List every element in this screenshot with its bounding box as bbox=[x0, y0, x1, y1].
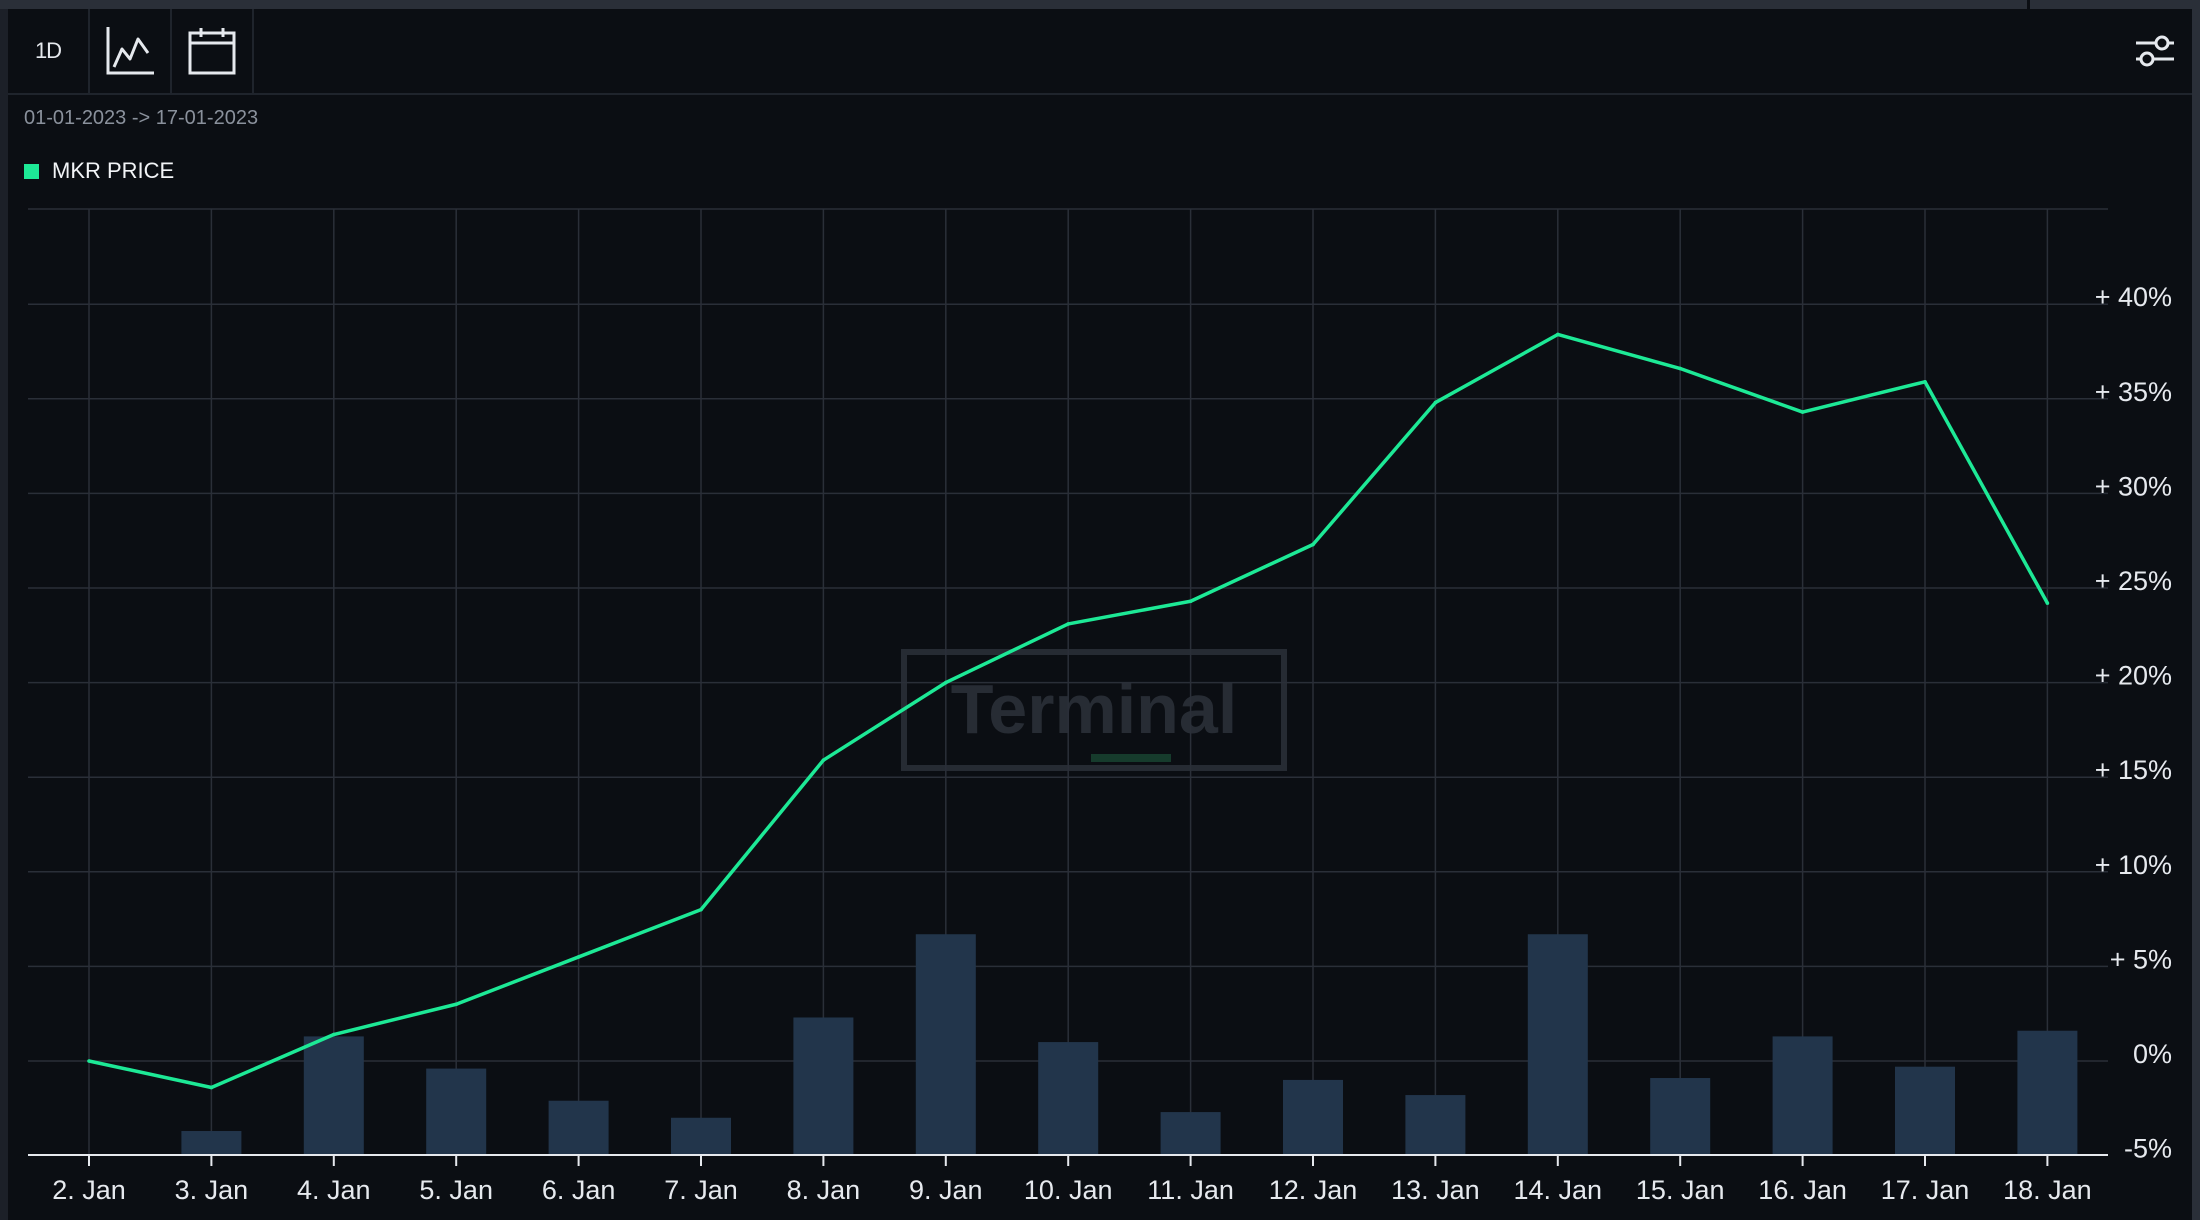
line-layer bbox=[87, 332, 2050, 1090]
line-point-8 bbox=[1066, 622, 1070, 626]
x-tick-label: 15. Jan bbox=[1636, 1175, 1725, 1205]
bar-4 bbox=[548, 1100, 609, 1156]
x-tick-label: 18. Jan bbox=[2003, 1175, 2092, 1205]
x-tick-label: 9. Jan bbox=[909, 1175, 983, 1205]
period-button[interactable]: 1D bbox=[8, 9, 90, 93]
line-point-13 bbox=[1678, 366, 1682, 371]
x-tick-label: 4. Jan bbox=[297, 1175, 371, 1205]
bar-5 bbox=[671, 1117, 731, 1156]
line-point-16 bbox=[2045, 601, 2050, 605]
x-tick-label: 2. Jan bbox=[52, 1175, 126, 1205]
chart-type-button[interactable] bbox=[90, 9, 172, 93]
line-point-4 bbox=[576, 955, 581, 959]
x-tick-label: 6. Jan bbox=[542, 1175, 616, 1205]
date-range-label: 01-01-2023 -> 17-01-2023 bbox=[24, 107, 259, 129]
line-point-6 bbox=[821, 758, 826, 762]
bar-6 bbox=[793, 1017, 854, 1156]
grid-layer bbox=[28, 208, 2108, 1155]
x-tick-label: 3. Jan bbox=[175, 1175, 249, 1205]
y-tick-label: 0% bbox=[2133, 1039, 2172, 1069]
bar-16 bbox=[2017, 1030, 2078, 1156]
line-point-7 bbox=[944, 680, 948, 685]
line-point-9 bbox=[1188, 599, 1193, 604]
bar-9 bbox=[1160, 1112, 1221, 1156]
line-point-12 bbox=[1556, 332, 1560, 337]
bar-11 bbox=[1405, 1095, 1466, 1156]
legend-label: MKR PRICE bbox=[52, 158, 175, 183]
line-point-3 bbox=[454, 1002, 459, 1007]
y-tick-label: + 40% bbox=[2095, 282, 2172, 312]
x-tick-label: 11. Jan bbox=[1147, 1175, 1234, 1205]
top-border-notch bbox=[2027, 0, 2030, 9]
line-point-11 bbox=[1433, 400, 1438, 405]
bar-13 bbox=[1650, 1078, 1711, 1156]
line-point-10 bbox=[1311, 542, 1315, 547]
line-point-2 bbox=[332, 1032, 336, 1037]
bar-8 bbox=[1038, 1042, 1099, 1156]
legend-item-mkr-price[interactable]: MKR PRICE bbox=[24, 158, 174, 184]
bar-7 bbox=[915, 934, 976, 1156]
sliders-icon bbox=[2136, 35, 2174, 67]
x-tick-label: 13. Jan bbox=[1391, 1175, 1480, 1205]
bar-12 bbox=[1527, 934, 1588, 1156]
line-point-0 bbox=[87, 1059, 91, 1063]
y-tick-label: + 25% bbox=[2095, 566, 2172, 596]
chart-toolbar: 1D bbox=[8, 9, 2192, 95]
x-tick-label: 12. Jan bbox=[1269, 1175, 1358, 1205]
x-tick-label: 8. Jan bbox=[787, 1175, 861, 1205]
bar-10 bbox=[1283, 1079, 1343, 1156]
x-tick-label: 10. Jan bbox=[1024, 1175, 1113, 1205]
line-point-5 bbox=[699, 907, 703, 912]
y-tick-label: + 15% bbox=[2095, 755, 2172, 785]
calendar-icon bbox=[188, 28, 236, 75]
y-tick-label: + 35% bbox=[2095, 377, 2172, 407]
bar-14 bbox=[1772, 1036, 1833, 1156]
x-tick-label: 5. Jan bbox=[419, 1175, 493, 1205]
bar-layer bbox=[181, 934, 2078, 1156]
bar-2 bbox=[303, 1036, 364, 1156]
line-point-14 bbox=[1800, 410, 1805, 414]
y-tick-label: + 30% bbox=[2095, 471, 2172, 501]
bar-15 bbox=[1895, 1066, 1955, 1156]
x-tick-label: 17. Jan bbox=[1881, 1175, 1970, 1205]
period-label: 1D bbox=[34, 38, 62, 63]
y-tick-label: -5% bbox=[2124, 1134, 2172, 1164]
y-tick-label: + 20% bbox=[2095, 661, 2172, 691]
y-tick-label: + 5% bbox=[2110, 944, 2172, 974]
x-tick-label: 16. Jan bbox=[1758, 1175, 1847, 1205]
line-point-1 bbox=[209, 1085, 214, 1090]
bar-3 bbox=[426, 1068, 487, 1156]
x-tick-label: 14. Jan bbox=[1514, 1175, 1603, 1205]
calendar-button[interactable] bbox=[172, 9, 254, 93]
x-tick-label: 7. Jan bbox=[664, 1175, 738, 1205]
left-border bbox=[0, 9, 8, 1220]
settings-button[interactable] bbox=[2130, 27, 2178, 75]
watermark-accent-bar bbox=[1091, 754, 1171, 762]
legend-swatch bbox=[24, 163, 39, 179]
line-chart-icon bbox=[106, 27, 154, 75]
y-tick-label: + 10% bbox=[2095, 850, 2172, 880]
window-top-border bbox=[0, 0, 2200, 9]
axis-layer: + 40% + 35% + 30% + 25% + 20% + 15% + 10% + 5% 0… bbox=[28, 282, 2172, 1205]
line-point-15 bbox=[1923, 379, 1927, 384]
right-scrollbar[interactable] bbox=[2192, 9, 2200, 1220]
bar-1 bbox=[181, 1131, 242, 1156]
